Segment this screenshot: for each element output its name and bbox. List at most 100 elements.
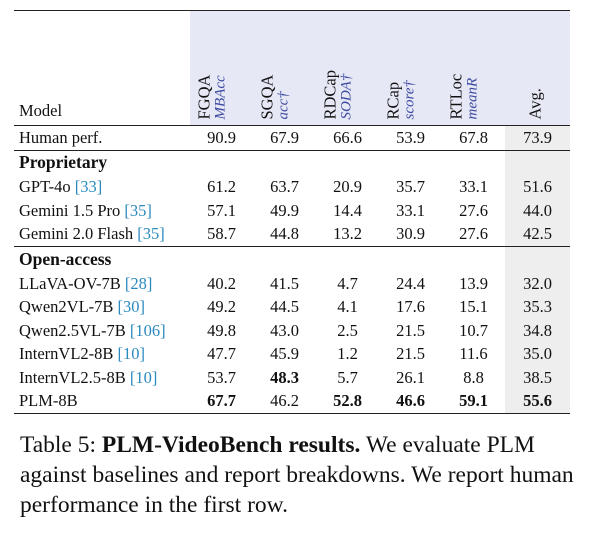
value-cell: 20.9: [333, 177, 362, 196]
value-cell: 21.5: [396, 344, 425, 363]
caption-label: Table 5:: [20, 432, 97, 458]
column-metric: acc†: [274, 90, 291, 119]
results-table: Model FGQA MBAcc SGQA acc† RDCap: [14, 10, 570, 414]
citation-link[interactable]: [10]: [129, 367, 158, 387]
value-cell: 67.8: [442, 125, 505, 151]
column-metric: meanR: [463, 77, 480, 119]
value-cell: 4.1: [337, 297, 358, 316]
column-metric: score†: [400, 79, 417, 119]
value-cell: 40.2: [207, 273, 236, 293]
value-cell: 47.7: [207, 344, 236, 363]
value-cell: 63.7: [270, 177, 299, 196]
value-cell: 13.9: [459, 273, 488, 293]
value-cell: 21.5: [396, 320, 425, 340]
value-cell: 33.1: [459, 177, 488, 196]
value-cell: 48.3: [253, 366, 316, 390]
value-cell: 13.2: [333, 224, 362, 243]
model-name: Qwen2VL-7B: [19, 297, 114, 316]
value-cell: 58.7: [207, 224, 236, 243]
citation-link[interactable]: [28]: [124, 273, 153, 293]
citation-link[interactable]: [35]: [124, 200, 152, 220]
model-cell: Qwen2VL-7B [30]: [14, 296, 190, 320]
column-header-fgqa: FGQA MBAcc: [190, 10, 253, 126]
model-name: PLM-8B: [19, 391, 78, 410]
value-cell: 90.9: [190, 125, 253, 151]
value-cell: 8.8: [463, 367, 484, 387]
best-value: 48.3: [270, 367, 299, 387]
citation-link[interactable]: [30]: [117, 297, 146, 316]
best-value: 55.6: [523, 391, 552, 410]
model-cell: Human perf.: [14, 125, 190, 151]
empty-cell: [316, 150, 379, 176]
column-name: RTLoc: [446, 73, 465, 119]
avg-cell: 51.6: [505, 175, 570, 199]
model-cell: PLM-8B: [14, 389, 190, 414]
avg-cell: 32.0: [505, 272, 570, 296]
table-row: Qwen2.5VL-7B [106] 49.8 43.0 2.5 21.5 10.7 34.…: [14, 319, 570, 343]
table-caption: Table 5: PLM-VideoBench results. We eval…: [20, 430, 582, 520]
model-cell: LLaVA-OV-7B [28]: [14, 272, 190, 296]
value-cell: 44.5: [270, 297, 299, 316]
value-cell: 52.8: [316, 389, 379, 414]
value-cell: 14.4: [333, 200, 362, 220]
model-name: Human perf.: [19, 127, 103, 147]
avg-cell: 44.0: [505, 199, 570, 223]
model-name: LLaVA-OV-7B: [19, 273, 121, 293]
empty-cell: [442, 150, 505, 176]
citation-link[interactable]: [106]: [129, 320, 166, 340]
empty-cell: [253, 150, 316, 176]
model-cell: Gemini 2.0 Flash [35]: [14, 223, 190, 247]
column-name: RCap: [383, 81, 402, 119]
citation-link[interactable]: [35]: [137, 224, 165, 243]
value-cell: 27.6: [459, 200, 488, 220]
value-cell: 61.2: [207, 177, 236, 196]
value-cell: 24.4: [396, 273, 425, 293]
table-row: InternVL2-8B [10] 47.7 45.9 1.2 21.5 11.6 35.0: [14, 342, 570, 366]
value-cell: 2.5: [337, 320, 358, 340]
value-cell: 4.7: [337, 273, 358, 293]
table-row: Gemini 2.0 Flash [35] 58.7 44.8 13.2 30.9 27.…: [14, 222, 570, 247]
column-header-rdcap: RDCap SODA†: [316, 10, 379, 126]
value-cell: 53.7: [207, 367, 236, 387]
avg-cell: 38.5: [505, 366, 570, 390]
model-cell: Qwen2.5VL-7B [106]: [14, 319, 190, 343]
column-header-rtloc: RTLoc meanR: [442, 10, 505, 126]
model-name: GPT-4o: [19, 177, 71, 196]
section-title: Proprietary: [19, 152, 108, 173]
empty-cell: [190, 246, 253, 272]
value-cell: 66.6: [316, 125, 379, 151]
model-column-header: Model: [14, 10, 190, 126]
value-cell: 67.9: [253, 125, 316, 151]
model-name: Gemini 1.5 Pro: [19, 200, 121, 220]
avg-cell: 34.8: [505, 319, 570, 343]
column-header-rcap: RCap score†: [379, 10, 442, 126]
value-cell: 26.1: [396, 367, 425, 387]
citation-link[interactable]: [33]: [74, 177, 103, 196]
value-cell: 41.5: [270, 273, 299, 293]
avg-cell: 73.9: [505, 125, 570, 151]
section-header-row: Proprietary: [14, 150, 570, 176]
section-title: Open-access: [14, 246, 190, 272]
column-name: Avg.: [525, 87, 544, 119]
empty-cell: [253, 246, 316, 272]
value-cell: 49.9: [270, 200, 299, 220]
column-name: FGQA: [194, 74, 213, 119]
avg-cell: [505, 150, 570, 176]
model-cell: Gemini 1.5 Pro [35]: [14, 199, 190, 223]
value-cell: 46.2: [253, 389, 316, 414]
value-cell: 59.1: [442, 389, 505, 414]
table-row: Gemini 1.5 Pro [35] 57.1 49.9 14.4 33.1 27.6 4…: [14, 199, 570, 223]
table-row: InternVL2.5-8B [10] 53.7 48.3 5.7 26.1 8.8 38.…: [14, 366, 570, 390]
caption-lead: PLM-VideoBench results.: [101, 432, 361, 458]
citation-link[interactable]: [10]: [117, 344, 146, 363]
model-cell: GPT-4o [33]: [14, 176, 190, 200]
value-cell: 67.7: [190, 389, 253, 414]
column-name: SGQA: [257, 74, 276, 119]
avg-cell: 35.3: [505, 295, 570, 319]
column-name: RDCap: [320, 69, 339, 120]
best-value: 46.6: [396, 391, 425, 410]
column-metric: MBAcc: [211, 74, 228, 119]
value-cell: 10.7: [459, 320, 488, 340]
value-cell: 30.9: [396, 224, 425, 243]
model-name: Qwen2.5VL-7B: [19, 320, 126, 340]
